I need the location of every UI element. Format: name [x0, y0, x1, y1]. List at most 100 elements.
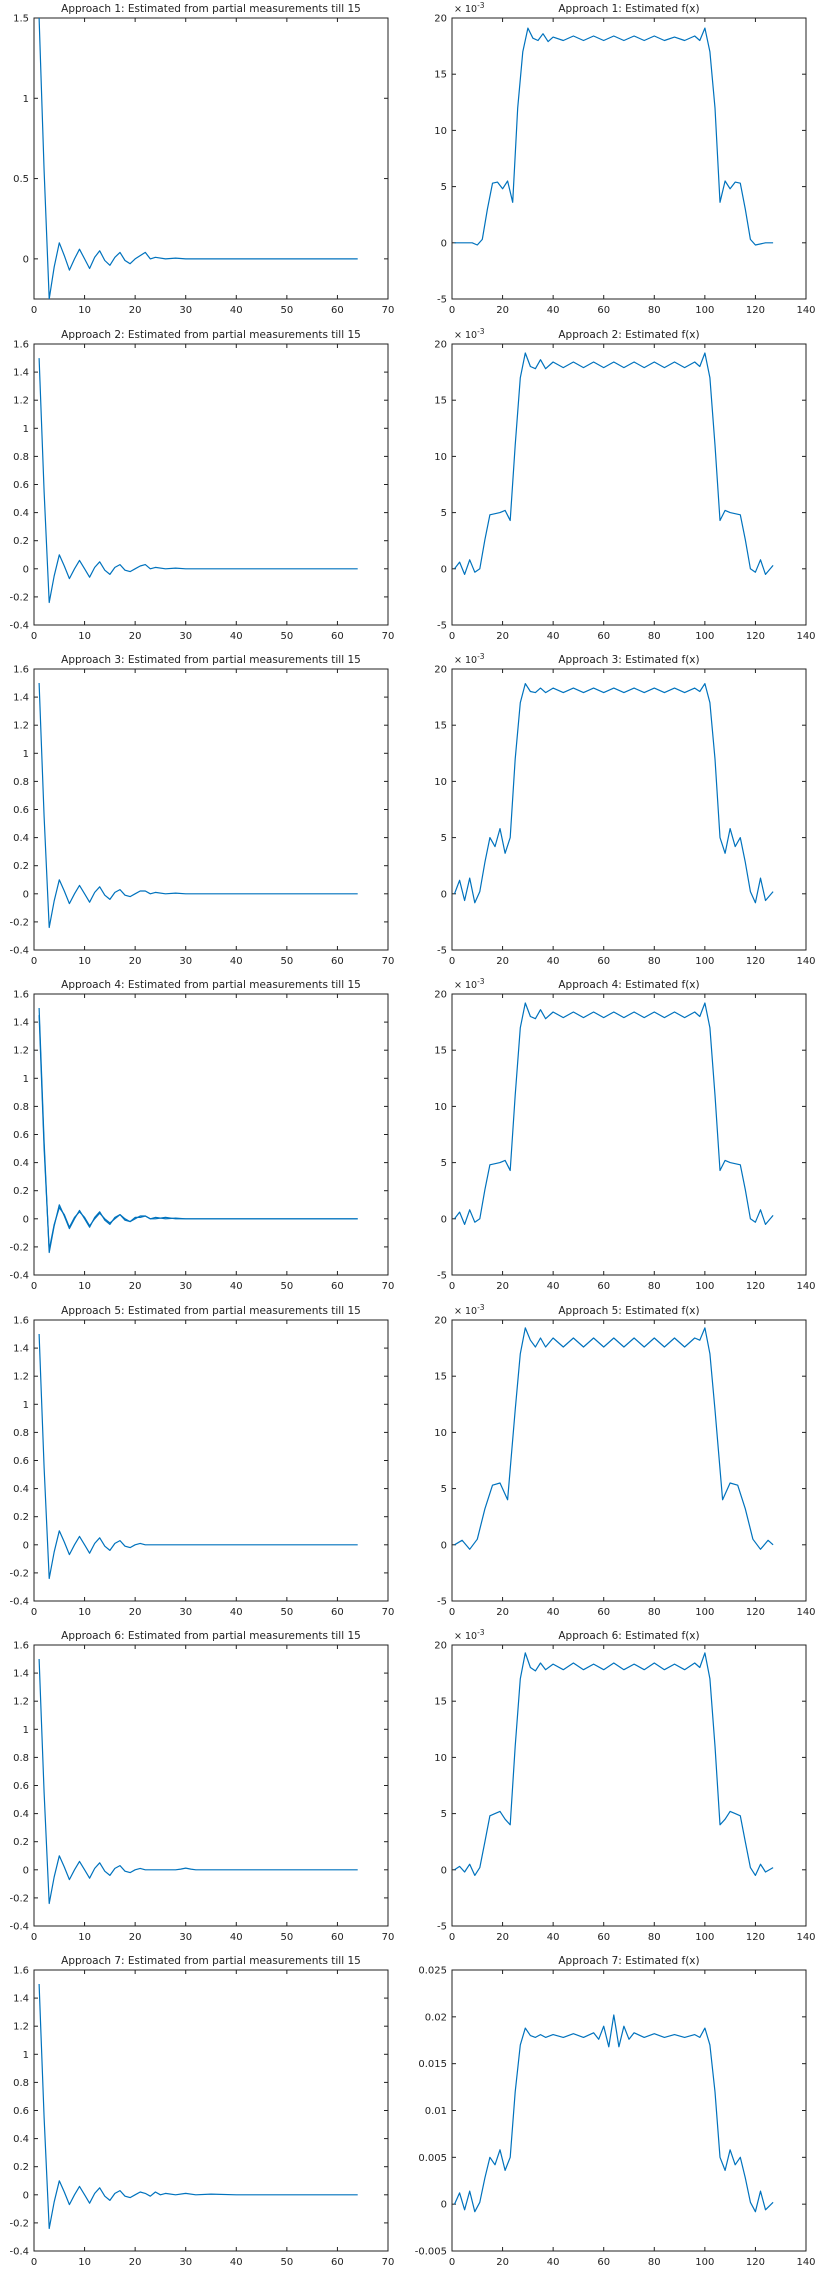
y-exponent-label: × 10-3 [454, 652, 485, 666]
x-tick-label: 50 [280, 956, 293, 967]
x-tick-label: 40 [547, 2257, 560, 2268]
x-tick-label: 10 [78, 631, 91, 642]
y-tick-label: 1.5 [13, 14, 29, 25]
x-tick-label: 120 [746, 2257, 765, 2268]
x-tick-label: 0 [449, 631, 455, 642]
x-tick-label: 140 [796, 1281, 815, 1292]
subplot-3-estimate: Approach 3: Estimated f(x)0 20 40 60 80 100 12… [434, 652, 815, 967]
subplot-title: Approach 1: Estimated f(x) [558, 3, 699, 15]
x-tick-label: 40 [547, 1607, 560, 1618]
x-tick-label: 0 [449, 1607, 455, 1618]
x-tick-label: 80 [648, 1932, 661, 1943]
x-tick-label: 20 [496, 1932, 509, 1943]
y-tick-label: -0.4 [9, 1922, 29, 1933]
x-tick-label: 30 [179, 1932, 192, 1943]
y-tick-label: 20 [434, 14, 447, 25]
series-line [454, 27, 774, 246]
x-tick-label: 60 [597, 1932, 610, 1943]
series-line [454, 1327, 774, 1550]
subplot-title: Approach 6: Estimated from partial measu… [61, 1630, 361, 1642]
y-tick-label: 0 [441, 564, 447, 575]
y-tick-label: 1 [23, 94, 29, 105]
y-tick-label: 0.4 [13, 1484, 29, 1495]
x-tick-label: 60 [331, 305, 344, 316]
x-tick-label: 20 [496, 956, 509, 967]
y-tick-label: 1.6 [13, 665, 29, 676]
x-tick-label: 0 [449, 2257, 455, 2268]
y-tick-label: 1.2 [13, 721, 29, 732]
y-exponent-label: × 10-3 [454, 1303, 485, 1317]
subplot-title: Approach 5: Estimated from partial measu… [61, 1305, 361, 1317]
y-tick-label: 10 [434, 1102, 447, 1113]
x-tick-label: 60 [331, 631, 344, 642]
x-tick-label: 30 [179, 305, 192, 316]
x-tick-label: 0 [31, 2257, 37, 2268]
y-tick-label: 0.2 [13, 1186, 29, 1197]
y-tick-label: 0.4 [13, 1809, 29, 1820]
y-tick-label: 1.4 [13, 693, 29, 704]
y-tick-label: -5 [437, 1271, 447, 1282]
y-tick-label: 0.8 [13, 2078, 29, 2089]
y-tick-label: 1.4 [13, 1994, 29, 2005]
y-tick-label: 0.6 [13, 805, 29, 816]
x-tick-label: 20 [129, 305, 142, 316]
y-tick-label: -0.2 [9, 592, 29, 603]
y-tick-label: 0.2 [13, 2162, 29, 2173]
y-tick-label: -5 [437, 1922, 447, 1933]
series-line [38, 358, 358, 604]
plot-frame [33, 1644, 389, 1927]
x-tick-label: 20 [129, 956, 142, 967]
x-tick-label: 40 [547, 305, 560, 316]
subplot-4-estimate: Approach 4: Estimated f(x)0 20 40 60 80 100 12… [434, 977, 815, 1292]
x-tick-label: 60 [597, 1281, 610, 1292]
x-tick-label: 100 [695, 1932, 714, 1943]
x-tick-label: 60 [331, 1932, 344, 1943]
y-tick-label: 1.4 [13, 368, 29, 379]
y-tick-label: 1.4 [13, 1669, 29, 1680]
y-tick-label: 0.6 [13, 1456, 29, 1467]
y-exponent-label: × 10-3 [454, 1628, 485, 1642]
y-tick-label: 1.6 [13, 990, 29, 1001]
y-tick-label: 0.01 [425, 2106, 447, 2117]
y-tick-label: -0.4 [9, 2247, 29, 2258]
y-tick-label: 0.4 [13, 2134, 29, 2145]
x-tick-label: 0 [31, 956, 37, 967]
y-tick-label: 1.6 [13, 1966, 29, 1977]
y-tick-label: -5 [437, 295, 447, 306]
y-tick-label: 0 [441, 1865, 447, 1876]
x-tick-label: 40 [230, 956, 243, 967]
y-tick-label: 15 [434, 721, 447, 732]
y-tick-label: -5 [437, 1597, 447, 1608]
y-tick-label: -5 [437, 621, 447, 632]
y-tick-label: 5 [441, 1158, 447, 1169]
y-tick-label: 1.2 [13, 1372, 29, 1383]
x-tick-label: 120 [746, 1932, 765, 1943]
y-tick-label: 20 [434, 340, 447, 351]
x-tick-label: 40 [547, 956, 560, 967]
y-tick-label: 15 [434, 70, 447, 81]
x-tick-label: 0 [449, 305, 455, 316]
plot-frame [33, 343, 389, 626]
y-tick-label: 0.2 [13, 1512, 29, 1523]
y-tick-label: -0.4 [9, 946, 29, 957]
x-tick-label: 80 [648, 1607, 661, 1618]
y-tick-label: 0 [23, 564, 29, 575]
plot-frame [33, 1969, 389, 2252]
x-tick-label: 100 [695, 1281, 714, 1292]
subplot-title: Approach 7: Estimated from partial measu… [61, 1955, 361, 1967]
subplot-6-coefficients: Approach 6: Estimated from partial measu… [9, 1630, 394, 1943]
y-tick-label: -0.2 [9, 2218, 29, 2229]
y-tick-label: 1.4 [13, 1018, 29, 1029]
subplot-3-coefficients: Approach 3: Estimated from partial measu… [9, 654, 394, 967]
y-tick-label: 20 [434, 1641, 447, 1652]
plot-frame [33, 993, 389, 1276]
y-tick-label: 10 [434, 126, 447, 137]
x-tick-label: 20 [129, 1607, 142, 1618]
y-tick-label: 1 [23, 1725, 29, 1736]
y-tick-label: -0.4 [9, 1271, 29, 1282]
plot-frame [451, 1319, 807, 1602]
y-tick-label: 0.8 [13, 777, 29, 788]
x-tick-label: 0 [449, 956, 455, 967]
x-tick-label: 140 [796, 631, 815, 642]
x-tick-label: 20 [129, 631, 142, 642]
